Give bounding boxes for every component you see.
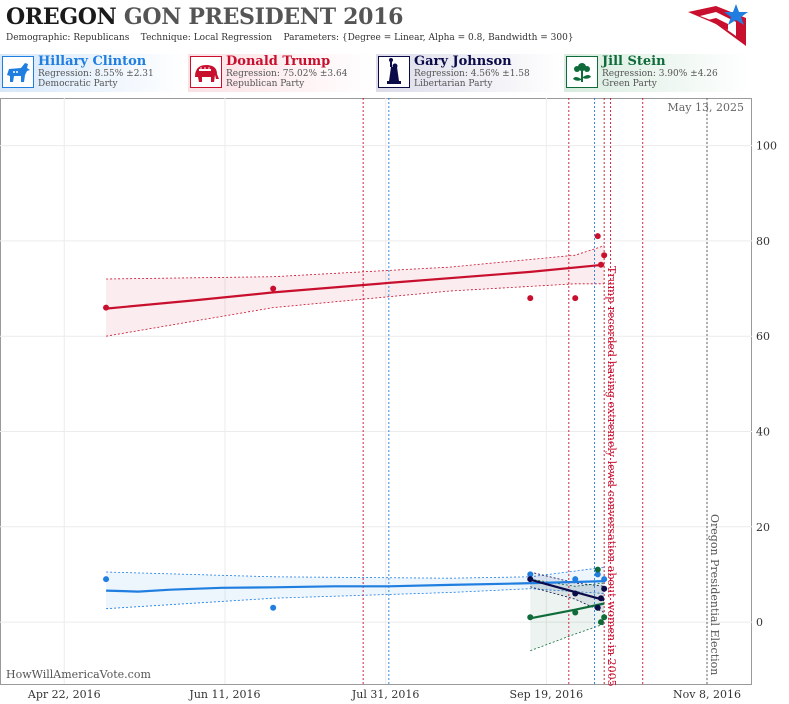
poll-point[interactable] <box>594 233 601 240</box>
candidate-trump[interactable]: Donald Trump Regression: 75.02% ±3.64 Re… <box>188 54 374 92</box>
poll-point[interactable] <box>527 571 534 578</box>
poll-point[interactable] <box>270 285 277 292</box>
candidate-party: Democratic Party <box>38 79 118 89</box>
header: OREGON GON PRESIDENT 2016 Demographic: R… <box>0 0 789 50</box>
parameters-value: {Degree = Linear, Alpha = 0.8, Bandwidth… <box>341 33 574 43</box>
candidate-name: Donald Trump <box>226 54 331 69</box>
subtitle: Demographic: Republicans Technique: Loca… <box>6 33 574 43</box>
x-tick-label: Jun 11, 2016 <box>188 688 260 701</box>
poll-point[interactable] <box>572 590 579 597</box>
technique-value: Local Regression <box>193 33 273 43</box>
plot-frame <box>0 98 752 685</box>
demographic-label: Demographic: <box>6 33 71 43</box>
title-state: OREGON <box>6 4 117 30</box>
poll-point[interactable] <box>594 604 601 611</box>
chart: 0 20 40 60 80 100 Apr 22, 2016 Jun 11, 2016 Jul… <box>0 98 777 701</box>
candidate-stein[interactable]: Jill Stein Regression: 3.90% ±4.26 Green… <box>564 54 750 92</box>
flower-icon <box>566 56 598 88</box>
poll-point[interactable] <box>572 609 579 616</box>
band-lower-line <box>106 283 605 337</box>
x-tick-label: Apr 22, 2016 <box>27 688 101 701</box>
confidence-band <box>106 245 605 337</box>
poll-point[interactable] <box>594 566 601 573</box>
annotations: Trump recorded having extremely lewd con… <box>605 266 721 687</box>
poll-point[interactable] <box>270 604 277 611</box>
x-tick-label: Nov 8, 2016 <box>673 688 741 701</box>
annotation-text: Oregon Presidential Election <box>708 514 721 675</box>
x-axis: Apr 22, 2016 Jun 11, 2016 Jul 31, 2016 Sep … <box>27 688 741 701</box>
technique-label: Technique: <box>140 33 191 43</box>
statue-of-liberty-icon <box>378 56 410 88</box>
band-upper-line <box>106 566 605 579</box>
candidate-regression: Regression: 4.56% ±1.58 <box>414 69 530 79</box>
regression-line <box>105 263 605 310</box>
poll-point[interactable] <box>597 261 604 268</box>
poll-point[interactable] <box>601 585 608 592</box>
poll-point[interactable] <box>527 614 534 621</box>
page-title: OREGON GON PRESIDENT 2016 <box>6 4 403 30</box>
candidate-name: Jill Stein <box>602 54 666 69</box>
band-upper-line <box>530 578 605 587</box>
candidate-name: Gary Johnson <box>414 54 512 69</box>
elephant-icon <box>190 56 222 88</box>
y-tick-label: 40 <box>756 425 770 438</box>
poll-points <box>103 233 608 626</box>
title-rest: GON PRESIDENT 2016 <box>123 4 404 30</box>
candidate-party: Green Party <box>602 79 657 89</box>
poll-point[interactable] <box>572 295 579 302</box>
y-tick-label: 100 <box>756 140 777 153</box>
band-upper-line <box>106 245 605 280</box>
poll-point[interactable] <box>572 576 579 583</box>
poll-point[interactable] <box>527 576 534 583</box>
site-credit: HowWillAmericaVote.com <box>6 668 151 681</box>
poll-point[interactable] <box>527 295 534 302</box>
candidate-party: Republican Party <box>226 79 305 89</box>
candidate-regression: Regression: 3.90% ±4.26 <box>602 69 718 79</box>
poll-point[interactable] <box>597 595 604 602</box>
poll-point[interactable] <box>601 252 608 259</box>
candidate-regression: Regression: 8.55% ±2.31 <box>38 69 154 79</box>
y-tick-label: 60 <box>756 330 770 343</box>
y-axis: 0 20 40 60 80 100 <box>756 140 777 629</box>
regression-line <box>106 580 605 593</box>
confidence-band <box>530 579 605 651</box>
y-tick-label: 80 <box>756 235 770 248</box>
x-tick-label: Sep 19, 2016 <box>510 688 584 701</box>
poll-point[interactable] <box>601 576 608 583</box>
poll-point[interactable] <box>103 576 110 583</box>
site-logo-icon[interactable] <box>686 2 750 48</box>
poll-point[interactable] <box>594 571 601 578</box>
chart-date-label: May 13, 2025 <box>667 101 744 114</box>
candidate-legend: Hillary Clinton Regression: 8.55% ±2.31 … <box>0 54 752 94</box>
poll-point[interactable] <box>601 614 608 621</box>
poll-point[interactable] <box>597 619 604 626</box>
candidate-regression: Regression: 75.02% ±3.64 <box>226 69 348 79</box>
grid <box>0 98 752 684</box>
annotation-text: Trump recorded having extremely lewd con… <box>605 266 618 687</box>
candidate-johnson[interactable]: Gary Johnson Regression: 4.56% ±1.58 Lib… <box>376 54 562 92</box>
candidate-clinton[interactable]: Hillary Clinton Regression: 8.55% ±2.31 … <box>0 54 186 92</box>
x-tick-label: Jul 31, 2016 <box>351 688 420 701</box>
demographic-value: Republicans <box>73 33 130 43</box>
poll-point[interactable] <box>103 304 110 311</box>
confidence-band <box>106 567 605 609</box>
candidate-name: Hillary Clinton <box>38 54 147 69</box>
band-lower-line <box>106 588 605 610</box>
y-tick-label: 20 <box>756 521 770 534</box>
band-upper-line <box>530 571 605 587</box>
parameters-label: Parameters: <box>283 33 339 43</box>
y-tick-label: 0 <box>756 616 763 629</box>
candidate-party: Libertarian Party <box>414 79 493 89</box>
donkey-icon <box>2 56 34 88</box>
